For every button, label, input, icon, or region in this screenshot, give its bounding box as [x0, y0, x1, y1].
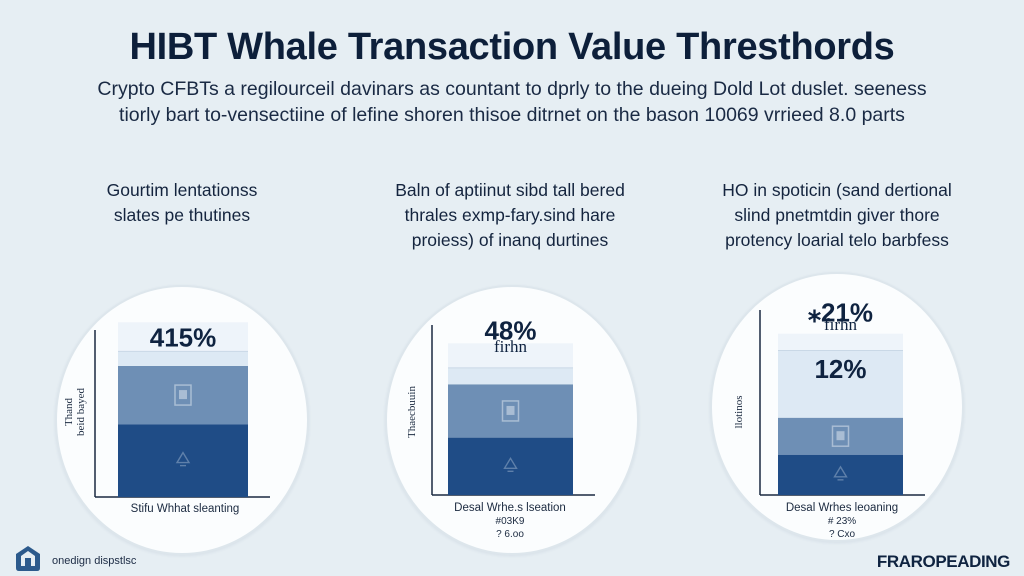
bell-icon — [503, 456, 518, 472]
document-icon — [174, 384, 192, 406]
heading-line: proiess) of inanq durtines — [411, 230, 609, 250]
bar-segment-dark — [778, 454, 903, 495]
bar-segment-top — [448, 343, 573, 368]
bar-top-label: 415% — [150, 322, 217, 352]
heading-line: slind pnetmtdin giver thore — [734, 205, 940, 225]
bar-segment-dark — [448, 437, 573, 495]
document-icon — [501, 400, 520, 422]
bar-top-label: 48% — [484, 315, 536, 345]
heading-line: protency loarial telo barbfess — [725, 230, 949, 250]
below-axis-label: ? 6.oo — [496, 529, 524, 540]
y-axis-label: Thandbeid bayed — [63, 388, 87, 436]
heading-line: Baln of aptiinut sibd tall bered — [395, 180, 625, 200]
below-axis-label: #03K9 — [496, 516, 525, 527]
y-axis-label-line: beid bayed — [75, 388, 87, 436]
below-axis-label: ? Cxo — [829, 529, 856, 540]
bar-segment-light — [118, 351, 248, 366]
subtitle-line: Crypto CFBTs a regilourceil davinars as … — [97, 78, 927, 100]
page-title: HIBT Whale Transaction Value Thresthords — [129, 26, 895, 68]
heading-line: slates pe thutines — [113, 205, 251, 225]
bar-segment-light — [448, 367, 573, 385]
y-axis-label: Thaecbuuin — [406, 386, 418, 438]
below-axis-label: # 23% — [828, 516, 856, 527]
panel-3-heading: HO in spoticin (sand dertional slind pne… — [697, 178, 977, 253]
bell-icon — [833, 465, 848, 481]
y-axis-label-line: Thand — [63, 397, 75, 426]
document-icon — [831, 425, 850, 447]
heading-line: thrales exmp-fary.sind hare — [404, 205, 616, 225]
heading-line: Gourtim lentationss — [106, 180, 258, 200]
y-axis-label-line: llotinos — [733, 395, 745, 428]
house-shield-icon — [16, 546, 40, 571]
y-axis-label: llotinos — [733, 395, 745, 428]
x-axis-label: Desal Wrhes leoaning — [786, 502, 898, 514]
bar-inner-label: firhn — [824, 315, 858, 334]
bar-segment-light — [778, 350, 903, 418]
bar-inner-label: firhn — [494, 337, 528, 356]
bell-icon — [175, 451, 191, 467]
bar-inner-label: 12% — [814, 354, 866, 384]
subtitle-line: tiorly bart to-vensectiine of lefine sho… — [119, 104, 905, 126]
footer-brand: FRAROPEADING — [876, 552, 1010, 571]
bar-segment-top — [118, 322, 248, 352]
x-axis-label: Stifu Whhat sleanting — [131, 503, 240, 515]
bar-top-label: ⁎21% — [808, 298, 873, 328]
panel-1-heading: Gourtim lentationss slates pe thutines — [42, 178, 322, 228]
footer-left-text: onedign dispstlsc — [52, 555, 137, 567]
heading-line: HO in spoticin (sand dertional — [722, 180, 952, 200]
y-axis-label-line: Thaecbuuin — [406, 386, 418, 438]
bar-segment-top — [778, 333, 903, 351]
bar-segment-dark — [118, 424, 248, 497]
panel-2-heading: Baln of aptiinut sibd tall bered thrales… — [370, 178, 650, 253]
x-axis-label: Desal Wrhe.s lseation — [454, 502, 566, 514]
page-subtitle: Crypto CFBTs a regilourceil davinars as … — [40, 76, 984, 128]
